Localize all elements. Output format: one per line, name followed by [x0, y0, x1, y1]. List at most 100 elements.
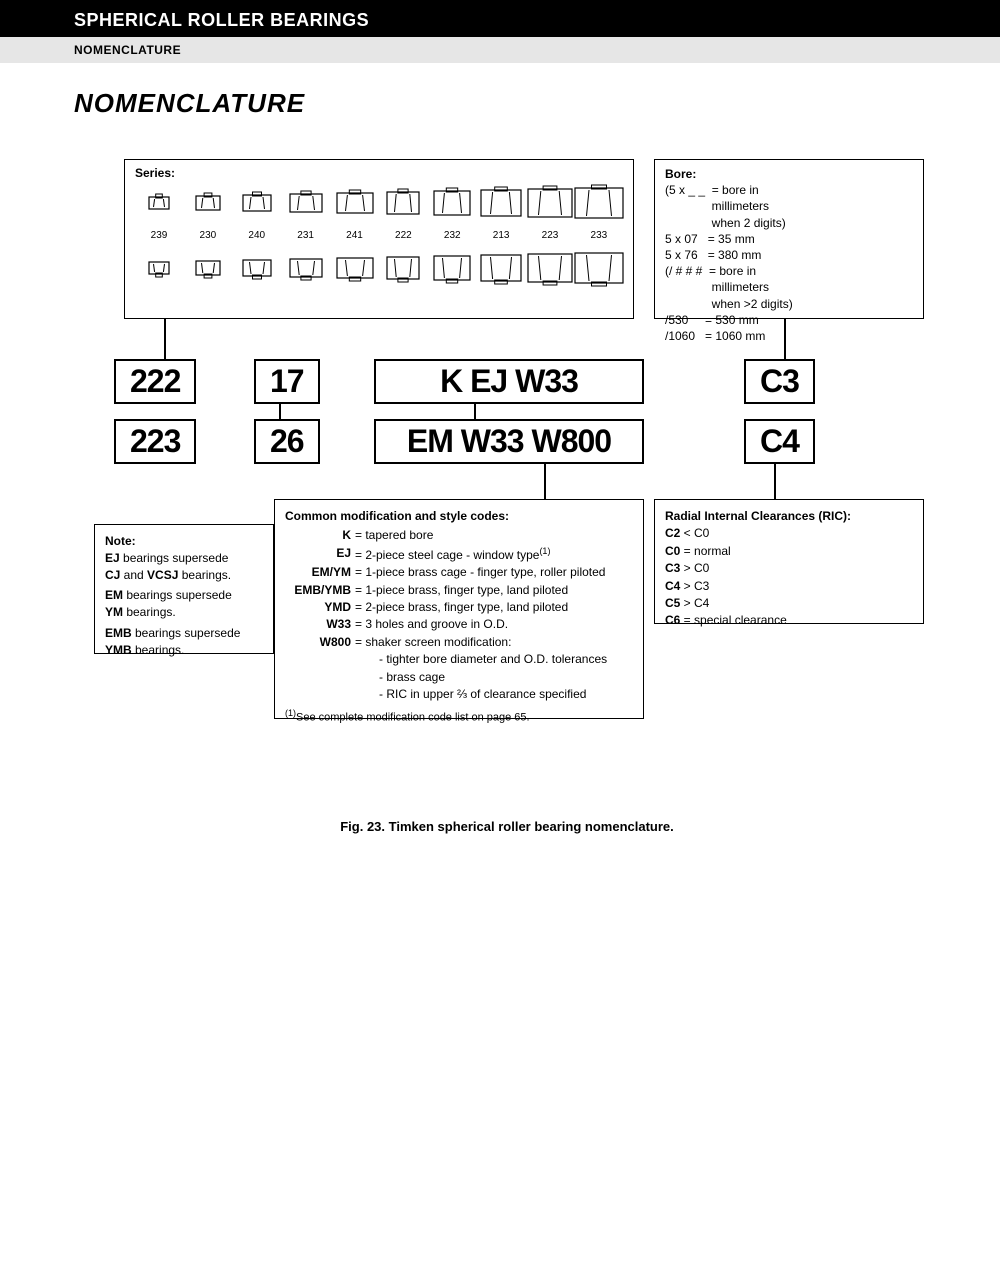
bore-line: 5 x 76 = 380 mm — [665, 247, 913, 263]
series-item — [526, 185, 574, 221]
note-box: Note: EJ bearings supersede CJ and VCSJ … — [94, 524, 274, 654]
connector — [784, 319, 786, 359]
header-bar: SPHERICAL ROLLER BEARINGS — [0, 0, 1000, 37]
bearing-icon — [195, 192, 221, 214]
series-item — [331, 254, 379, 282]
bearing-icon — [480, 251, 522, 285]
series-title: Series: — [135, 166, 623, 180]
series-item — [135, 258, 183, 278]
note-line: YM bearings. — [105, 604, 263, 621]
bore-line: (5 x _ _ = bore in — [665, 182, 913, 198]
ric-row: C3 > C0 — [665, 560, 913, 577]
mod-footnote: (1)See complete modification code list o… — [285, 707, 633, 727]
bore-line: when 2 digits) — [665, 215, 913, 231]
code-mod-1: K EJ W33 — [374, 359, 644, 404]
figure-caption: Fig. 23. Timken spherical roller bearing… — [74, 819, 940, 834]
series-number: 223 — [526, 224, 574, 247]
note-line: EMB bearings supersede — [105, 625, 263, 642]
bore-line: millimeters — [665, 279, 913, 295]
bearing-icon — [242, 191, 272, 215]
code-bore-2: 26 — [254, 419, 320, 464]
series-item — [428, 252, 476, 284]
connector — [774, 464, 776, 499]
series-item — [184, 192, 232, 214]
modifications-box: Common modification and style codes: K= … — [274, 499, 644, 719]
mod-row: K= tapered bore — [285, 527, 633, 544]
page-title: NOMENCLATURE — [74, 88, 940, 119]
series-item — [184, 257, 232, 279]
ric-title: Radial Internal Clearances (RIC): — [665, 508, 913, 525]
series-item — [477, 251, 525, 285]
connector — [164, 319, 166, 359]
series-number: 239 — [135, 224, 183, 247]
code-series-2: 223 — [114, 419, 196, 464]
mod-row: YMD= 2-piece brass, finger type, land pi… — [285, 599, 633, 616]
connector — [279, 404, 281, 419]
series-item — [379, 188, 427, 218]
code-ric-2: C4 — [744, 419, 815, 464]
series-numbers: 239230240231241222232213223233 — [135, 224, 623, 247]
bore-line: millimeters — [665, 198, 913, 214]
series-number: 231 — [282, 224, 330, 247]
bearing-icon — [148, 258, 170, 278]
mod-subline: - RIC in upper ⅔ of clearance specified — [285, 686, 633, 703]
series-number: 240 — [233, 224, 281, 247]
bearing-icon — [289, 255, 323, 281]
ric-row: C4 > C3 — [665, 578, 913, 595]
series-box: Series: — [124, 159, 634, 319]
series-icons-bottom — [135, 249, 623, 287]
connector — [544, 464, 546, 499]
series-item — [575, 184, 623, 222]
series-number: 232 — [428, 224, 476, 247]
series-number: 222 — [379, 224, 427, 247]
bearing-icon — [148, 193, 170, 213]
code-series-1: 222 — [114, 359, 196, 404]
ric-box: Radial Internal Clearances (RIC): C2 < C… — [654, 499, 924, 624]
bore-title: Bore: — [665, 166, 913, 182]
ric-row: C0 = normal — [665, 543, 913, 560]
series-item — [428, 187, 476, 219]
series-item — [233, 191, 281, 215]
bearing-icon — [527, 185, 573, 221]
note-line: YMB bearings. — [105, 642, 263, 659]
mod-subline: - brass cage — [285, 669, 633, 686]
bore-line: when >2 digits) — [665, 296, 913, 312]
ric-row: C2 < C0 — [665, 525, 913, 542]
code-mod-2: EM W33 W800 — [374, 419, 644, 464]
code-bore-1: 17 — [254, 359, 320, 404]
header-title: SPHERICAL ROLLER BEARINGS — [74, 10, 970, 31]
bearing-icon — [289, 190, 323, 216]
mod-row: W33= 3 holes and groove in O.D. — [285, 616, 633, 633]
bearing-icon — [336, 189, 374, 217]
series-item — [575, 249, 623, 287]
bearing-icon — [433, 187, 471, 219]
series-item — [282, 255, 330, 281]
bearing-icon — [574, 249, 624, 287]
bore-line: /1060 = 1060 mm — [665, 328, 913, 344]
bore-box: Bore: (5 x _ _ = bore in millimeters whe… — [654, 159, 924, 319]
series-item — [135, 193, 183, 213]
note-line: EM bearings supersede — [105, 587, 263, 604]
series-icons-top — [135, 184, 623, 222]
bearing-icon — [336, 254, 374, 282]
series-item — [282, 190, 330, 216]
header-sub: NOMENCLATURE — [0, 37, 1000, 63]
note-line: EJ bearings supersede — [105, 550, 263, 567]
mod-row: W800= shaker screen modification: — [285, 634, 633, 651]
bore-line: /530 = 530 mm — [665, 312, 913, 328]
ric-row: C6 = special clearance — [665, 612, 913, 629]
bearing-icon — [386, 188, 420, 218]
note-line: CJ and VCSJ bearings. — [105, 567, 263, 584]
mod-row: EMB/YMB= 1-piece brass, finger type, lan… — [285, 582, 633, 599]
code-ric-1: C3 — [744, 359, 815, 404]
bore-line: 5 x 07 = 35 mm — [665, 231, 913, 247]
mod-subline: - tighter bore diameter and O.D. toleran… — [285, 651, 633, 668]
series-number: 230 — [184, 224, 232, 247]
ric-row: C5 > C4 — [665, 595, 913, 612]
series-item — [477, 186, 525, 220]
bearing-icon — [574, 184, 624, 222]
mod-row: EJ= 2-piece steel cage - window type(1) — [285, 545, 633, 564]
series-number: 233 — [575, 224, 623, 247]
page-content: NOMENCLATURE Series: — [0, 63, 1000, 864]
note-title: Note: — [105, 533, 263, 550]
